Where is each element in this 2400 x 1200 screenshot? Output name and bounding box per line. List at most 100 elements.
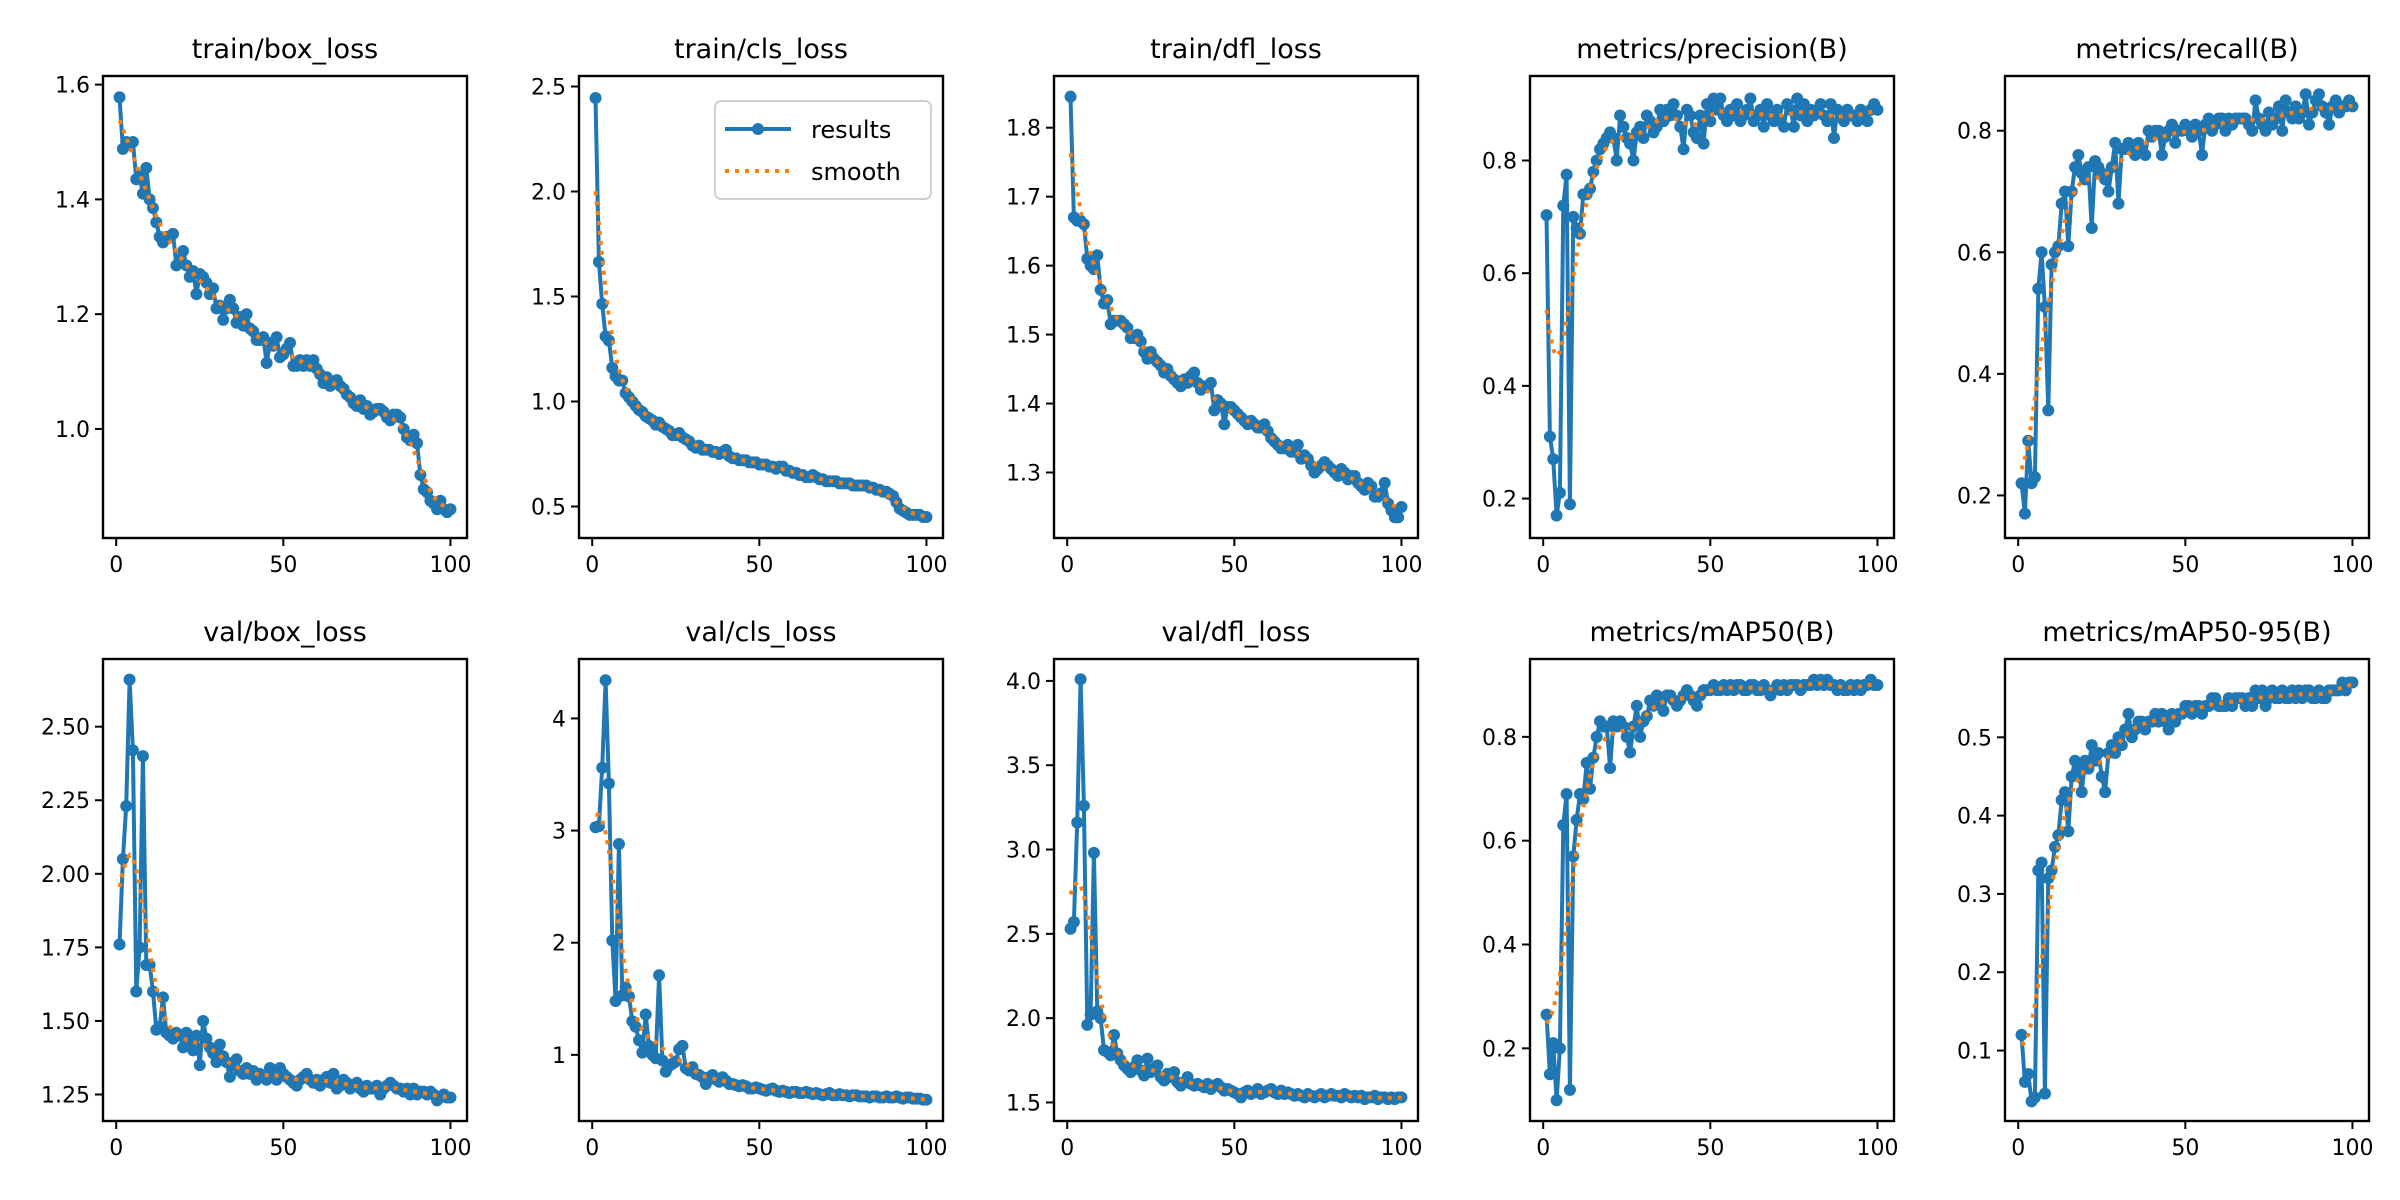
results-point	[240, 308, 253, 321]
results-line	[594, 678, 927, 1102]
y-tick-label: 2.0	[531, 181, 566, 206]
y-tick-label: 1.3	[1006, 461, 1041, 486]
results-point	[1067, 916, 1080, 929]
results-point	[1540, 1008, 1553, 1021]
results-point	[411, 437, 424, 450]
results-point	[2102, 185, 2115, 198]
results-point	[207, 282, 220, 295]
results-point	[2048, 840, 2061, 853]
results-line	[117, 97, 452, 515]
x-tick-label: 0	[109, 1136, 123, 1161]
results-point	[2072, 149, 2085, 162]
results-point	[2313, 88, 2326, 101]
x-tick-label: 100	[905, 553, 947, 578]
results-point	[1378, 476, 1391, 489]
results-point	[632, 1034, 645, 1047]
results-point	[1690, 699, 1703, 712]
results-point	[190, 1029, 203, 1042]
results-point	[1757, 120, 1770, 133]
y-tick-label: 1.25	[41, 1084, 90, 1109]
y-tick-label: 2.5	[1006, 923, 1041, 948]
y-tick-label: 0.4	[1957, 805, 1992, 830]
results-point	[1821, 115, 1834, 128]
results-point	[1567, 210, 1580, 223]
results-point	[2162, 723, 2175, 736]
results-point	[1787, 120, 1800, 133]
results-point	[444, 1091, 457, 1104]
results-point	[1624, 746, 1637, 759]
smooth-line	[1544, 108, 1878, 360]
results-point	[136, 750, 149, 763]
y-tick-label: 4.0	[1006, 670, 1041, 695]
y-tick-label: 1.5	[1006, 324, 1041, 349]
smooth-line	[1068, 152, 1402, 511]
subplot-7: val/cls_loss 0 50 100 1 2 3 4	[552, 617, 947, 1161]
results-point	[1814, 98, 1827, 111]
y-tick-label: 0.8	[1482, 150, 1517, 175]
results-point	[1074, 673, 1087, 686]
y-tick-label: 0.6	[1482, 830, 1517, 855]
y-tick-label: 0.5	[1957, 726, 1992, 751]
results-line	[1068, 677, 1402, 1102]
results-point	[1828, 131, 1841, 144]
smooth-line	[2020, 682, 2354, 1047]
subplot-title: train/cls_loss	[674, 34, 848, 65]
results-point	[120, 800, 133, 813]
results-point	[1604, 762, 1617, 775]
results-point	[167, 227, 180, 240]
results-point	[140, 161, 153, 174]
x-tick-label: 100	[2331, 1136, 2373, 1161]
y-tick-label: 2	[552, 932, 566, 957]
subplot-2: train/cls_loss 0 50 100 0.5 1.0 1.5 2.0 2.5 resul…	[531, 34, 947, 578]
results-point	[920, 1093, 933, 1106]
results-point	[2075, 786, 2088, 799]
results-point	[1291, 438, 1304, 451]
axes-frame	[101, 657, 469, 1123]
results-point	[2079, 173, 2092, 186]
results-point	[2105, 161, 2118, 174]
y-tick-label: 1.4	[1006, 393, 1041, 418]
results-point	[1731, 98, 1744, 111]
y-tick-label: 0.8	[1957, 120, 1992, 145]
results-point	[444, 503, 457, 516]
results-point	[116, 853, 129, 866]
results-point	[1784, 103, 1797, 116]
y-tick-label: 2.25	[41, 789, 90, 814]
results-point	[213, 1038, 226, 1051]
axes-frame	[101, 74, 469, 540]
subplot-title: train/box_loss	[192, 34, 378, 65]
results-point	[629, 1020, 642, 1033]
smooth-line	[1544, 681, 1878, 1025]
x-tick-label: 0	[585, 553, 599, 578]
results-point	[260, 356, 273, 369]
results-point	[2099, 173, 2112, 186]
smooth-line	[117, 852, 451, 1099]
results-point	[2035, 246, 2048, 259]
results-point	[113, 91, 126, 104]
subplot-title: train/dfl_loss	[1150, 34, 1322, 65]
axes-frame	[1052, 74, 1420, 540]
y-tick-label: 1.5	[531, 286, 566, 311]
legend: results smooth	[714, 100, 932, 200]
results-point	[193, 1059, 206, 1072]
results-point	[1540, 209, 1553, 222]
y-tick-label: 0.4	[1957, 363, 1992, 388]
x-tick-label: 0	[1536, 1136, 1550, 1161]
results-point	[1071, 816, 1084, 829]
y-tick-label: 3.5	[1006, 754, 1041, 779]
results-point	[2015, 1028, 2028, 1041]
results-point	[1395, 500, 1408, 513]
smooth-line	[117, 119, 452, 511]
axes-frame	[2003, 657, 2371, 1123]
results-point	[606, 934, 619, 947]
results-point	[2028, 471, 2041, 484]
results-point	[1081, 1018, 1094, 1031]
results-point	[1131, 1054, 1144, 1067]
x-tick-label: 0	[585, 1136, 599, 1161]
y-tick-label: 1.7	[1006, 186, 1041, 211]
x-tick-label: 0	[109, 553, 123, 578]
results-point	[2018, 507, 2031, 520]
results-point	[2035, 856, 2048, 869]
y-tick-label: 1.2	[55, 303, 90, 328]
x-tick-label: 100	[429, 553, 471, 578]
